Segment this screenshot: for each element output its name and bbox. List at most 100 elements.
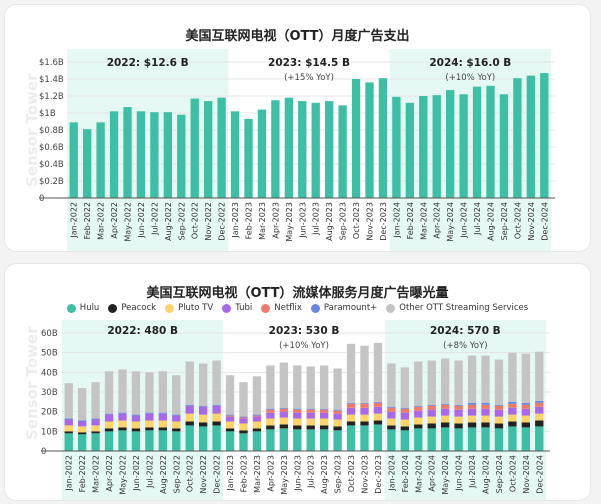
x-tick-label: Apr-2023 <box>271 202 280 239</box>
bar-segment-netflix <box>454 405 463 410</box>
bar-segment-tubi <box>481 408 490 416</box>
year-total-label: 2024: 570 B <box>430 325 501 337</box>
x-tick-label: May-2022 <box>119 455 128 495</box>
bar <box>526 75 536 198</box>
bar-segment-tubi <box>346 407 356 415</box>
year-total-label: 2024: $16.0 B <box>429 57 511 69</box>
bar-segment-tubi <box>414 410 423 418</box>
bar-segment-pluto-tv <box>198 414 208 423</box>
bar-segment-paramount- <box>172 414 181 416</box>
bar-segment-other-ott-streaming-services <box>535 351 544 401</box>
x-tick-label: Dec-2022 <box>213 455 222 494</box>
x-tick-label: Aug-2022 <box>159 455 168 494</box>
y-tick-label: 20B <box>41 408 58 418</box>
bar-segment-pluto-tv <box>185 413 194 422</box>
bar-segment-hulu <box>266 429 275 451</box>
bar-segment-pluto-tv <box>494 416 504 424</box>
bar-segment-hulu <box>387 429 396 451</box>
bar-segment-hulu <box>521 427 531 451</box>
bar-segment-peacock <box>494 423 504 429</box>
x-tick-label: May-2024 <box>441 455 450 495</box>
bar <box>392 96 401 198</box>
x-tick-label: Mar-2023 <box>253 455 262 493</box>
bar <box>365 82 374 198</box>
bar-segment-hulu <box>64 433 73 451</box>
bar-segment-hulu <box>225 431 235 451</box>
y-tick-label: 10B <box>41 427 58 437</box>
bar-segment-paramount- <box>252 414 262 416</box>
x-tick-label: Apr-2024 <box>428 455 437 492</box>
x-tick-label: Apr-2022 <box>110 202 119 239</box>
year-shade-band <box>384 320 546 500</box>
x-tick-label: May-2023 <box>280 455 289 495</box>
legend: Hulu Peacock Pluto TV Tubi Netflix Paramount+… <box>5 303 590 313</box>
y-tick-label: $1.2B <box>39 92 64 102</box>
bar-segment-other-ott-streaming-services <box>185 361 194 405</box>
y-tick-label: $0.4B <box>39 160 64 170</box>
x-tick-label: Sep-2023 <box>339 202 348 240</box>
bar-segment-peacock <box>104 428 114 432</box>
year-total-label: 2023: 530 B <box>269 325 340 337</box>
x-tick-label: Oct-2024 <box>508 455 517 492</box>
bar-segment-hulu <box>118 430 127 451</box>
bar-segment-pluto-tv <box>131 421 141 429</box>
bar-segment-hulu <box>239 433 248 451</box>
yoy-label: (+8% YoY) <box>443 341 487 351</box>
bar-segment-other-ott-streaming-services <box>440 358 450 404</box>
bar-segment-other-ott-streaming-services <box>306 366 315 409</box>
bar-segment-tubi <box>521 408 531 416</box>
bar-segment-hulu <box>145 430 154 451</box>
bar <box>203 101 213 198</box>
bar-segment-netflix <box>266 409 275 413</box>
x-tick-label: Feb-2024 <box>406 202 415 239</box>
bar-segment-peacock <box>535 420 544 427</box>
x-tick-label: Oct-2023 <box>347 455 356 492</box>
legend-item-hulu: Hulu <box>66 303 99 313</box>
legend-swatch-icon <box>108 303 118 313</box>
x-tick-label: Feb-2023 <box>240 455 249 492</box>
x-tick-label: Feb-2022 <box>78 455 87 492</box>
bar-segment-other-ott-streaming-services <box>158 371 168 413</box>
bar <box>351 79 361 198</box>
bar-segment-hulu <box>293 429 302 451</box>
bar <box>69 122 78 198</box>
year-shade-band <box>389 49 551 251</box>
bar-segment-peacock <box>521 422 531 428</box>
bar-segment-other-ott-streaming-services <box>333 368 342 410</box>
bar-segment-peacock <box>440 422 450 428</box>
bar-segment-pluto-tv <box>454 416 463 424</box>
x-tick-label: Jul-2022 <box>150 202 159 236</box>
x-tick-label: Sep-2022 <box>172 455 181 493</box>
bar-segment-other-ott-streaming-services <box>266 365 275 409</box>
x-tick-label: Jul-2024 <box>468 455 477 489</box>
x-tick-label: Jul-2024 <box>473 202 482 236</box>
bar-segment-tubi <box>158 413 168 421</box>
x-tick-label: Jun-2023 <box>298 202 307 239</box>
legend-item-paramount-: Paramount+ <box>310 303 377 313</box>
bar-segment-peacock <box>239 430 248 434</box>
bar-segment-tubi <box>454 409 463 417</box>
bar-segment-tubi <box>131 415 141 422</box>
legend-swatch-icon <box>222 303 232 313</box>
bar <box>324 101 334 198</box>
bar-segment-peacock <box>333 426 342 431</box>
bar-segment-netflix <box>440 404 450 409</box>
bar <box>486 85 495 198</box>
bar-segment-hulu <box>427 428 436 451</box>
bar-segment-hulu <box>252 431 262 451</box>
bar-segment-pluto-tv <box>172 421 181 429</box>
bar-segment-pluto-tv <box>212 413 221 422</box>
x-tick-label: Apr-2023 <box>266 455 275 492</box>
bar <box>96 122 105 198</box>
yoy-label: (+15% YoY) <box>284 73 334 83</box>
watermark: Sensor Tower <box>23 73 41 187</box>
bar-segment-peacock <box>414 424 423 429</box>
bar-segment-pluto-tv <box>481 415 490 423</box>
x-tick-label: Sep-2024 <box>495 455 504 493</box>
bar-segment-pluto-tv <box>508 414 517 422</box>
bar-segment-netflix <box>387 407 396 412</box>
x-tick-label: Aug-2024 <box>482 455 491 494</box>
bar-segment-hulu <box>467 427 477 451</box>
bar-segment-paramount- <box>239 416 248 418</box>
bar-segment-netflix <box>239 417 248 419</box>
